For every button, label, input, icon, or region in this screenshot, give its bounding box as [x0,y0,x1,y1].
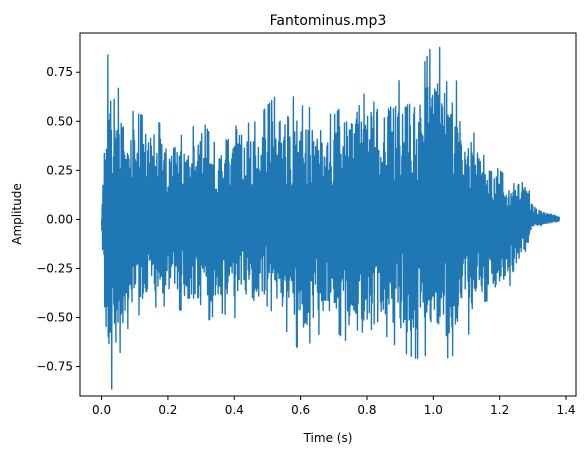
y-tick-label: 0.00 [46,212,73,226]
chart-title: Fantominus.mp3 [270,13,387,29]
x-tick-label: 1.4 [556,403,575,417]
x-axis-label: Time (s) [303,431,353,445]
x-tick-label: 1.0 [424,403,443,417]
plot-area [100,46,561,390]
waveform-line [100,46,561,390]
y-axis: −0.75 −0.50 −0.25 0.00 0.25 0.50 0.75 [36,65,80,374]
x-tick-label: 0.0 [92,403,111,417]
y-axis-label: Amplitude [10,183,24,245]
x-tick-label: 0.8 [357,403,376,417]
x-tick-label: 0.6 [291,403,310,417]
y-tick-label: −0.50 [36,311,73,325]
x-tick-label: 0.2 [158,403,177,417]
y-tick-label: 0.25 [46,163,73,177]
y-tick-label: −0.25 [36,261,73,275]
x-tick-label: 1.2 [490,403,509,417]
x-tick-label: 0.4 [225,403,244,417]
y-tick-label: −0.75 [36,360,73,374]
y-tick-label: 0.75 [46,65,73,79]
x-axis: 0.0 0.2 0.4 0.6 0.8 1.0 1.2 1.4 [92,396,576,417]
axes-frame [79,32,577,397]
y-tick-label: 0.50 [46,114,73,128]
